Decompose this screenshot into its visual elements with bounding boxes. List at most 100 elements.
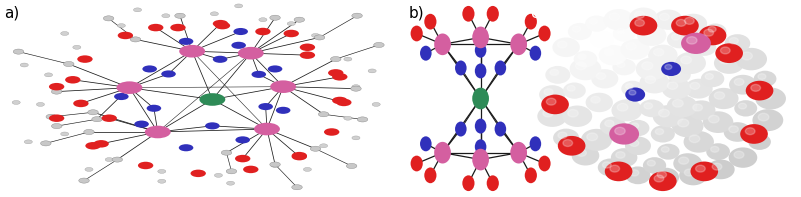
Circle shape xyxy=(709,115,719,123)
Circle shape xyxy=(761,92,771,99)
Circle shape xyxy=(690,82,700,89)
Circle shape xyxy=(221,150,231,155)
Circle shape xyxy=(657,171,666,178)
Circle shape xyxy=(570,58,602,80)
Circle shape xyxy=(685,17,694,24)
Circle shape xyxy=(73,100,89,107)
Circle shape xyxy=(462,175,474,191)
Circle shape xyxy=(642,29,653,36)
Circle shape xyxy=(578,54,586,60)
Circle shape xyxy=(158,169,166,173)
Circle shape xyxy=(215,173,223,177)
Circle shape xyxy=(626,120,650,136)
Circle shape xyxy=(191,170,206,177)
Circle shape xyxy=(538,156,550,171)
Circle shape xyxy=(734,151,744,158)
Circle shape xyxy=(678,119,689,127)
Circle shape xyxy=(568,23,592,40)
Circle shape xyxy=(49,83,64,90)
Circle shape xyxy=(550,69,558,75)
Circle shape xyxy=(332,73,348,81)
Circle shape xyxy=(672,70,680,75)
Circle shape xyxy=(719,56,731,64)
Circle shape xyxy=(51,89,62,94)
Circle shape xyxy=(611,148,638,167)
Circle shape xyxy=(473,27,489,48)
Circle shape xyxy=(252,71,266,78)
Circle shape xyxy=(292,185,302,190)
Circle shape xyxy=(65,76,80,84)
Circle shape xyxy=(304,167,312,171)
Circle shape xyxy=(610,13,620,20)
Circle shape xyxy=(368,69,376,73)
Circle shape xyxy=(352,13,362,18)
Circle shape xyxy=(707,160,735,179)
Circle shape xyxy=(577,149,586,156)
Circle shape xyxy=(662,147,669,152)
Circle shape xyxy=(622,81,643,97)
Circle shape xyxy=(78,178,89,183)
Circle shape xyxy=(686,37,697,44)
Circle shape xyxy=(344,57,352,61)
Circle shape xyxy=(328,69,344,77)
Circle shape xyxy=(284,30,299,37)
Circle shape xyxy=(695,165,705,172)
Circle shape xyxy=(270,162,280,167)
Circle shape xyxy=(529,46,541,61)
Circle shape xyxy=(494,60,506,75)
Circle shape xyxy=(681,56,691,64)
Circle shape xyxy=(626,87,645,102)
Circle shape xyxy=(655,129,664,135)
Circle shape xyxy=(14,49,24,54)
Circle shape xyxy=(681,33,711,54)
Circle shape xyxy=(650,125,675,143)
Circle shape xyxy=(487,175,499,191)
Circle shape xyxy=(602,162,611,168)
Circle shape xyxy=(510,33,527,55)
Circle shape xyxy=(735,100,757,116)
Circle shape xyxy=(105,158,113,162)
Circle shape xyxy=(487,6,499,22)
Circle shape xyxy=(425,14,437,30)
Circle shape xyxy=(420,136,432,151)
Circle shape xyxy=(679,14,707,33)
Circle shape xyxy=(211,12,219,16)
Circle shape xyxy=(730,38,739,44)
Circle shape xyxy=(725,34,751,52)
Circle shape xyxy=(292,153,307,160)
Text: a): a) xyxy=(4,6,19,21)
Circle shape xyxy=(227,181,235,185)
Circle shape xyxy=(541,95,569,114)
Circle shape xyxy=(538,26,550,41)
Circle shape xyxy=(179,144,193,151)
Circle shape xyxy=(637,25,666,46)
Circle shape xyxy=(158,179,166,183)
Circle shape xyxy=(712,163,722,170)
Circle shape xyxy=(103,16,114,21)
Circle shape xyxy=(679,165,707,185)
Circle shape xyxy=(434,33,451,55)
Circle shape xyxy=(591,69,618,88)
Circle shape xyxy=(312,33,320,37)
Circle shape xyxy=(352,136,360,140)
Circle shape xyxy=(714,52,744,74)
Circle shape xyxy=(346,164,357,169)
Circle shape xyxy=(643,157,666,174)
Circle shape xyxy=(605,120,614,127)
Circle shape xyxy=(51,124,62,129)
Circle shape xyxy=(611,99,642,121)
Circle shape xyxy=(702,111,734,133)
Circle shape xyxy=(567,85,575,91)
Circle shape xyxy=(752,109,783,131)
Circle shape xyxy=(657,144,679,160)
Circle shape xyxy=(668,67,690,83)
Circle shape xyxy=(36,102,45,106)
Circle shape xyxy=(626,43,636,50)
Circle shape xyxy=(525,14,537,30)
Circle shape xyxy=(475,43,486,58)
Circle shape xyxy=(41,141,51,146)
Circle shape xyxy=(685,79,713,98)
Circle shape xyxy=(12,100,20,104)
Circle shape xyxy=(630,140,639,146)
Circle shape xyxy=(49,114,64,122)
